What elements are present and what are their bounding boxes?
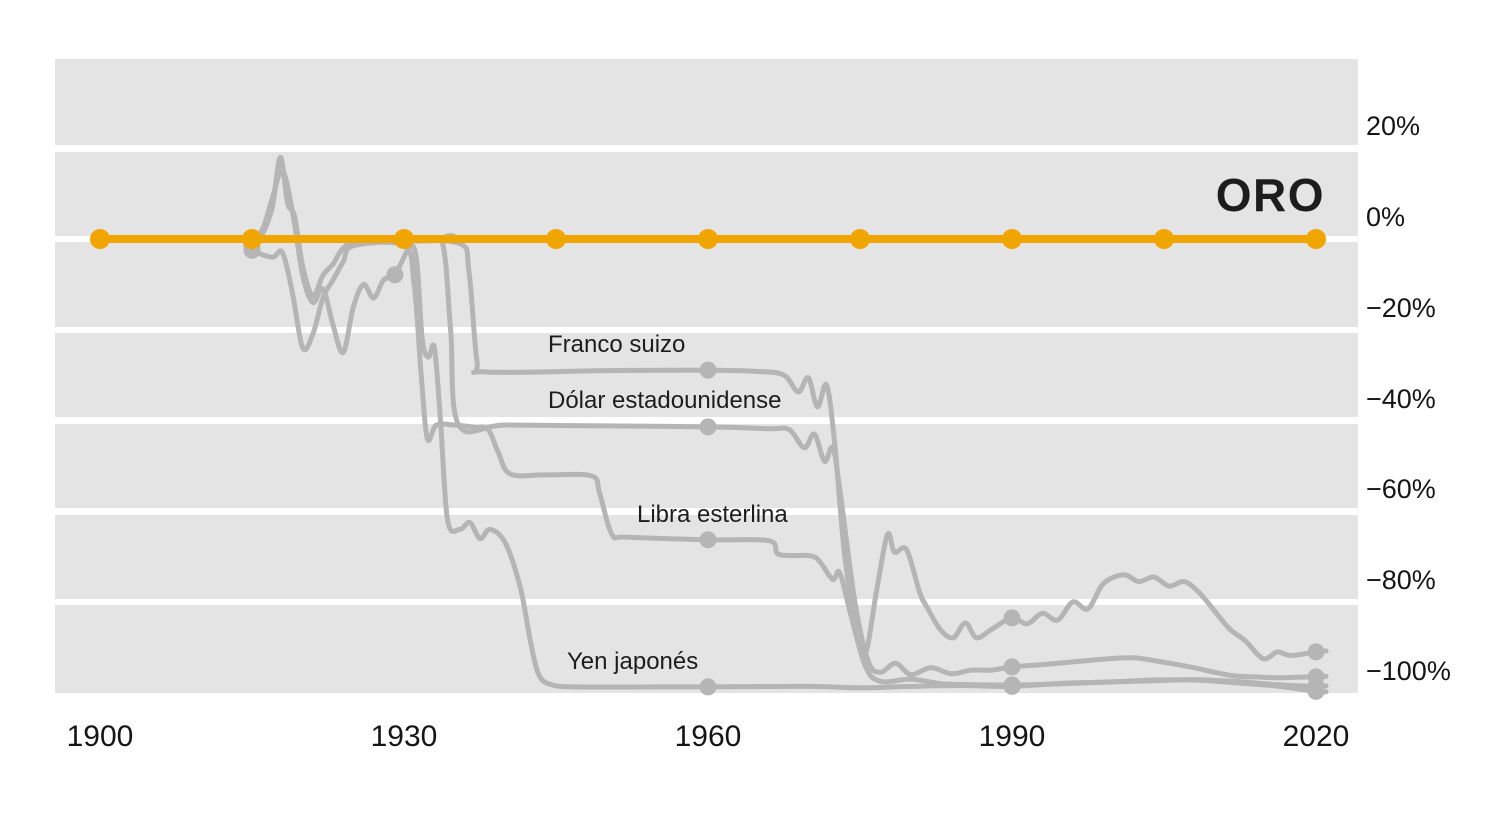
series-label-franco-suizo: Franco suizo — [548, 331, 686, 358]
x-tick-label-1930: 1930 — [370, 720, 438, 753]
series-dot-dolar-estadounidense — [1307, 668, 1325, 686]
series-dot-oro — [394, 229, 414, 249]
gridline--20 — [55, 326, 1358, 333]
series-dot-franco-suizo — [699, 361, 717, 379]
series-line-libra-esterlina — [97, 235, 1329, 695]
y-tick-label--20: −20% — [1366, 292, 1436, 323]
series-dot-oro — [242, 229, 262, 249]
series-dot-oro — [1306, 229, 1326, 249]
series-dot-dolar-estadounidense — [699, 418, 717, 436]
series-dot-libra-esterlina — [699, 531, 717, 549]
series-dot-oro — [1002, 229, 1022, 249]
series-dot-yen-japones — [386, 266, 404, 284]
series-dot-oro — [90, 229, 110, 249]
series-dot-franco-suizo — [1307, 643, 1325, 661]
x-tick-label-1900: 1900 — [66, 720, 134, 753]
series-label-libra-esterlina: Libra esterlina — [637, 501, 788, 528]
x-tick-label-1960: 1960 — [674, 720, 742, 753]
gridline--80 — [55, 598, 1358, 606]
y-tick-label--80: −80% — [1366, 565, 1436, 595]
series-dot-oro — [546, 229, 566, 249]
series-dot-oro — [698, 229, 718, 249]
x-tick-label-2020: 2020 — [1282, 720, 1350, 753]
y-tick-label--100: −100% — [1366, 655, 1451, 686]
series-label-dolar-estadounidense: Dólar estadounidense — [548, 387, 782, 414]
series-dot-yen-japones — [699, 678, 717, 696]
y-tick-label--60: −60% — [1366, 474, 1436, 505]
gridline--60 — [55, 508, 1358, 515]
y-tick-label-0: 0% — [1366, 202, 1406, 232]
series-dot-libra-esterlina — [1003, 676, 1021, 694]
series-dot-dolar-estadounidense — [1003, 658, 1021, 676]
series-label-oro: ORO — [1215, 169, 1325, 221]
y-tick-label-20: 20% — [1366, 111, 1421, 142]
series-line-dolar-estadounidense — [97, 233, 1329, 681]
series-label-yen-japones: Yen japonés — [567, 648, 699, 675]
series-dot-oro — [850, 229, 870, 249]
x-tick-label-1990: 1990 — [978, 720, 1046, 753]
series-line-franco-suizo — [97, 154, 1329, 662]
series-dot-libra-esterlina — [1307, 682, 1325, 700]
y-tick-label--40: −40% — [1366, 383, 1436, 414]
series-dot-oro — [1154, 229, 1174, 249]
gridline-20 — [55, 145, 1358, 152]
series-dot-franco-suizo — [1003, 609, 1021, 627]
